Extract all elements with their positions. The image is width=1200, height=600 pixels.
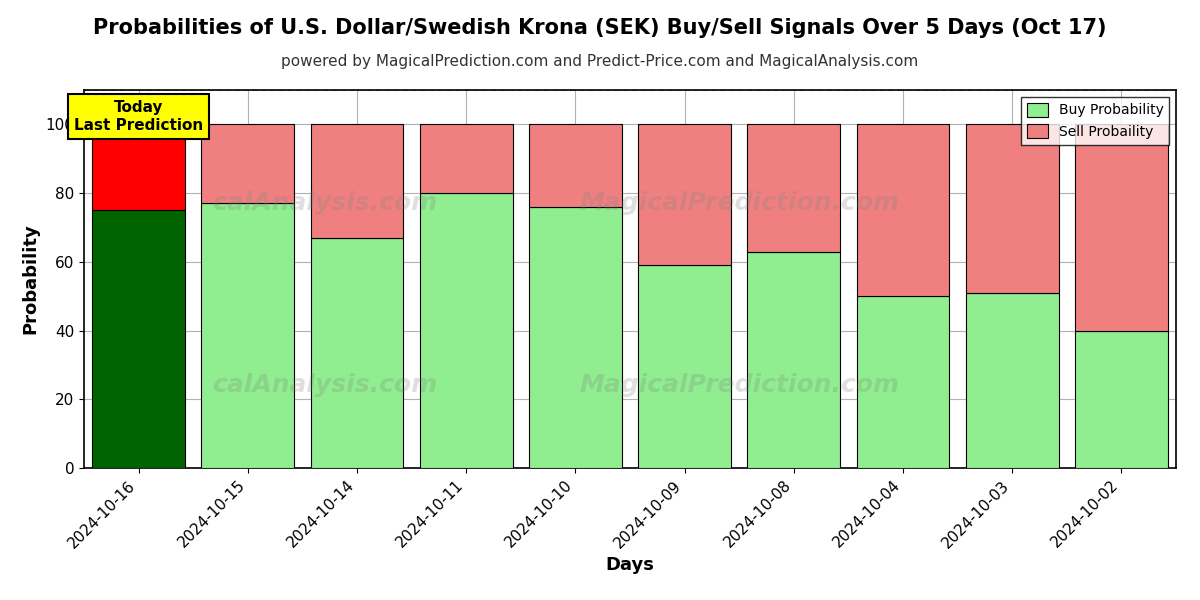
Text: MagicalPrediction.com: MagicalPrediction.com xyxy=(580,191,899,215)
Bar xyxy=(92,210,185,468)
Bar xyxy=(202,203,294,468)
Bar xyxy=(1075,124,1168,331)
Bar xyxy=(748,251,840,468)
Bar xyxy=(311,238,403,468)
Bar xyxy=(529,207,622,468)
Bar xyxy=(1075,331,1168,468)
Bar xyxy=(92,124,185,210)
Bar xyxy=(748,124,840,251)
Bar xyxy=(857,124,949,296)
Text: Today
Last Prediction: Today Last Prediction xyxy=(74,100,203,133)
Bar xyxy=(420,124,512,193)
Text: calAnalysis.com: calAnalysis.com xyxy=(211,373,437,397)
Y-axis label: Probability: Probability xyxy=(22,224,40,334)
Text: Probabilities of U.S. Dollar/Swedish Krona (SEK) Buy/Sell Signals Over 5 Days (O: Probabilities of U.S. Dollar/Swedish Kro… xyxy=(94,18,1106,38)
Text: powered by MagicalPrediction.com and Predict-Price.com and MagicalAnalysis.com: powered by MagicalPrediction.com and Pre… xyxy=(281,54,919,69)
Bar xyxy=(311,124,403,238)
Text: calAnalysis.com: calAnalysis.com xyxy=(211,191,437,215)
Bar xyxy=(202,124,294,203)
Bar xyxy=(638,124,731,265)
X-axis label: Days: Days xyxy=(606,556,654,574)
Bar xyxy=(420,193,512,468)
Text: MagicalPrediction.com: MagicalPrediction.com xyxy=(580,373,899,397)
Legend: Buy Probability, Sell Probaility: Buy Probability, Sell Probaility xyxy=(1021,97,1169,145)
Bar xyxy=(529,124,622,207)
Bar xyxy=(966,293,1058,468)
Bar xyxy=(857,296,949,468)
Bar xyxy=(638,265,731,468)
Bar xyxy=(966,124,1058,293)
